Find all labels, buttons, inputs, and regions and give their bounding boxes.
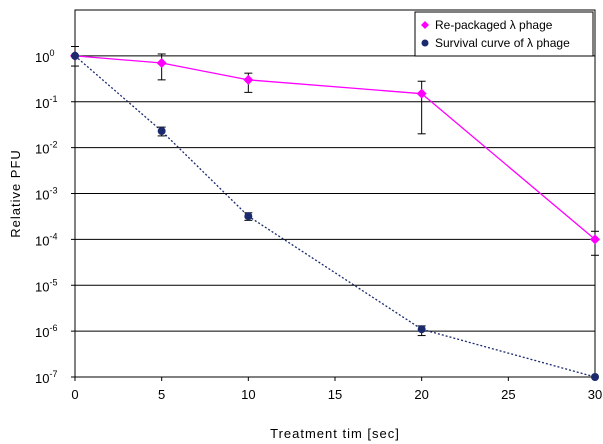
legend: Re-packaged λ phage Survival curve of λ p…: [414, 11, 594, 57]
y-tick-label: 100: [35, 48, 54, 65]
series-2: [71, 46, 599, 381]
y-tick-label: 10-4: [35, 231, 57, 248]
y-tick-label: 10-1: [35, 94, 57, 111]
x-tick-label: 20: [414, 387, 428, 402]
y-tick-label: 10-7: [35, 369, 57, 386]
data-point: [417, 325, 426, 334]
legend-marker: [421, 39, 429, 47]
data-point: [71, 51, 79, 60]
data-point: [243, 74, 254, 85]
legend-label: Re-packaged λ phage: [435, 18, 553, 32]
y-tick-label: 10-2: [35, 140, 57, 157]
x-tick-label: 15: [328, 387, 342, 402]
y-tick-label: 10-5: [35, 277, 57, 294]
y-axis-ticks: 100 10-1 10-2 10-3 10-4 10-5 10-6 10-7: [35, 48, 75, 386]
x-axis-label: Treatment tim [sec]: [270, 426, 400, 441]
data-point: [156, 57, 167, 68]
data-point: [416, 88, 427, 99]
series-1: [70, 50, 600, 256]
x-tick-label: 25: [501, 387, 515, 402]
x-axis-ticks: 0 5 10 15 20 25 30: [71, 377, 602, 402]
x-tick-label: 10: [241, 387, 255, 402]
legend-box: [414, 11, 594, 57]
x-tick-label: 0: [71, 387, 78, 402]
y-tick-label: 10-3: [35, 186, 57, 203]
data-point: [244, 212, 253, 221]
series-layer: [70, 46, 600, 381]
x-tick-label: 30: [588, 387, 602, 402]
data-point: [590, 234, 600, 245]
data-point: [591, 373, 599, 381]
x-tick-label: 5: [158, 387, 165, 402]
legend-marker: [421, 21, 429, 29]
grid-lines: [75, 55, 595, 332]
series-line: [74, 55, 596, 378]
y-tick-label: 10-6: [35, 323, 57, 340]
legend-label: Survival curve of λ phage: [435, 36, 570, 50]
y-axis-label: Relative PFU: [8, 149, 23, 238]
data-point: [157, 127, 166, 136]
